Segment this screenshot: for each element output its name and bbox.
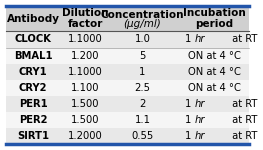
Text: 0.55: 0.55: [131, 131, 154, 141]
Text: hr: hr: [194, 34, 205, 44]
Text: 1: 1: [185, 34, 194, 44]
Text: CRY1: CRY1: [19, 67, 48, 77]
Text: 5: 5: [139, 51, 146, 61]
Text: Antibody: Antibody: [7, 14, 60, 24]
Text: Incubation
period: Incubation period: [183, 8, 246, 29]
Text: 1.0: 1.0: [134, 34, 150, 44]
Text: SIRT1: SIRT1: [17, 131, 49, 141]
Text: 1.500: 1.500: [71, 115, 100, 125]
Text: (μg/ml): (μg/ml): [124, 20, 161, 30]
FancyBboxPatch shape: [6, 96, 249, 112]
Text: Dilution
factor: Dilution factor: [62, 8, 109, 29]
Text: 2.5: 2.5: [134, 83, 150, 93]
FancyBboxPatch shape: [6, 112, 249, 128]
FancyBboxPatch shape: [6, 31, 249, 48]
Text: ON at 4 °C: ON at 4 °C: [188, 83, 241, 93]
Text: ON at 4 °C: ON at 4 °C: [188, 51, 241, 61]
Text: CLOCK: CLOCK: [15, 34, 52, 44]
Text: PER2: PER2: [19, 115, 47, 125]
Text: at RT: at RT: [229, 34, 258, 44]
Text: ON at 4 °C: ON at 4 °C: [188, 67, 241, 77]
Text: 2: 2: [139, 99, 146, 109]
FancyBboxPatch shape: [6, 80, 249, 96]
Text: 1.200: 1.200: [71, 51, 100, 61]
Text: 1.1: 1.1: [134, 115, 150, 125]
Text: 1.1000: 1.1000: [68, 67, 103, 77]
Text: BMAL1: BMAL1: [14, 51, 53, 61]
Text: at RT: at RT: [229, 131, 258, 141]
FancyBboxPatch shape: [6, 64, 249, 80]
Text: 1: 1: [139, 67, 146, 77]
FancyBboxPatch shape: [6, 48, 249, 64]
Text: 1.1000: 1.1000: [68, 34, 103, 44]
Text: 1.2000: 1.2000: [68, 131, 103, 141]
Text: Concentration: Concentration: [101, 10, 184, 20]
Text: CRY2: CRY2: [19, 83, 47, 93]
Text: at RT: at RT: [229, 99, 258, 109]
Text: hr: hr: [194, 131, 205, 141]
Text: at RT: at RT: [229, 115, 258, 125]
Text: 1: 1: [185, 115, 194, 125]
Text: PER1: PER1: [19, 99, 48, 109]
FancyBboxPatch shape: [6, 6, 249, 31]
Text: hr: hr: [194, 99, 205, 109]
Text: 1.500: 1.500: [71, 99, 100, 109]
Text: hr: hr: [194, 115, 205, 125]
Text: 1.100: 1.100: [71, 83, 100, 93]
Text: 1: 1: [185, 99, 194, 109]
FancyBboxPatch shape: [6, 128, 249, 144]
Text: 1: 1: [185, 131, 194, 141]
